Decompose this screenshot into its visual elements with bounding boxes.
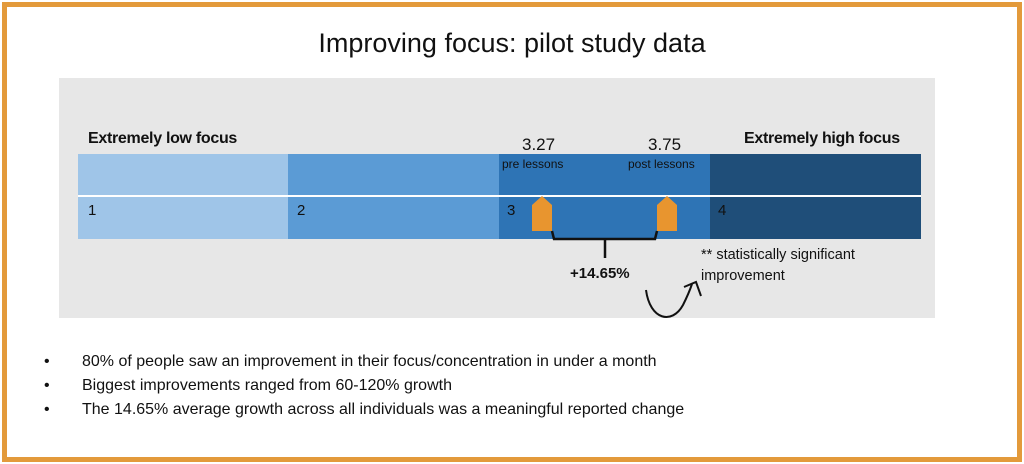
list-item: • The 14.65% average growth across all in…: [44, 401, 685, 418]
post-lessons-marker: [657, 196, 677, 231]
bullet-text: Biggest improvements ranged from 60-120%…: [82, 377, 452, 394]
high-focus-label: Extremely high focus: [744, 130, 900, 147]
pre-score: 3.27: [522, 135, 556, 154]
post-score: 3.75: [648, 135, 682, 154]
arrow-head: [683, 280, 702, 297]
curved-arrow: [645, 283, 693, 318]
pre-lessons-label: pre lessons: [502, 157, 564, 171]
change-percentage: +14.65%: [570, 265, 630, 282]
bullet-text: 80% of people saw an improvement in thei…: [82, 353, 657, 370]
findings-list: • 80% of people saw an improvement in the…: [44, 350, 684, 422]
bullet-text: The 14.65% average growth across all ind…: [82, 401, 685, 418]
scale-number-4: 4: [718, 202, 727, 219]
scale-number-2: 2: [297, 202, 306, 219]
pre-lessons-marker: [532, 196, 552, 231]
list-item: • Biggest improvements ranged from 60-120…: [44, 377, 452, 394]
scale-number-1: 1: [88, 202, 97, 219]
list-item: • 80% of people saw an improvement in the…: [44, 353, 657, 370]
post-lessons-label: post lessons: [628, 157, 695, 171]
significance-note: ** statistically significant improvement: [701, 247, 855, 284]
slide-title: Improving focus: pilot study data: [318, 28, 706, 58]
change-bracket: [550, 230, 659, 241]
scale-number-3: 3: [507, 202, 516, 219]
low-focus-label: Extremely low focus: [88, 130, 238, 147]
scale-divider-line: [78, 195, 921, 197]
